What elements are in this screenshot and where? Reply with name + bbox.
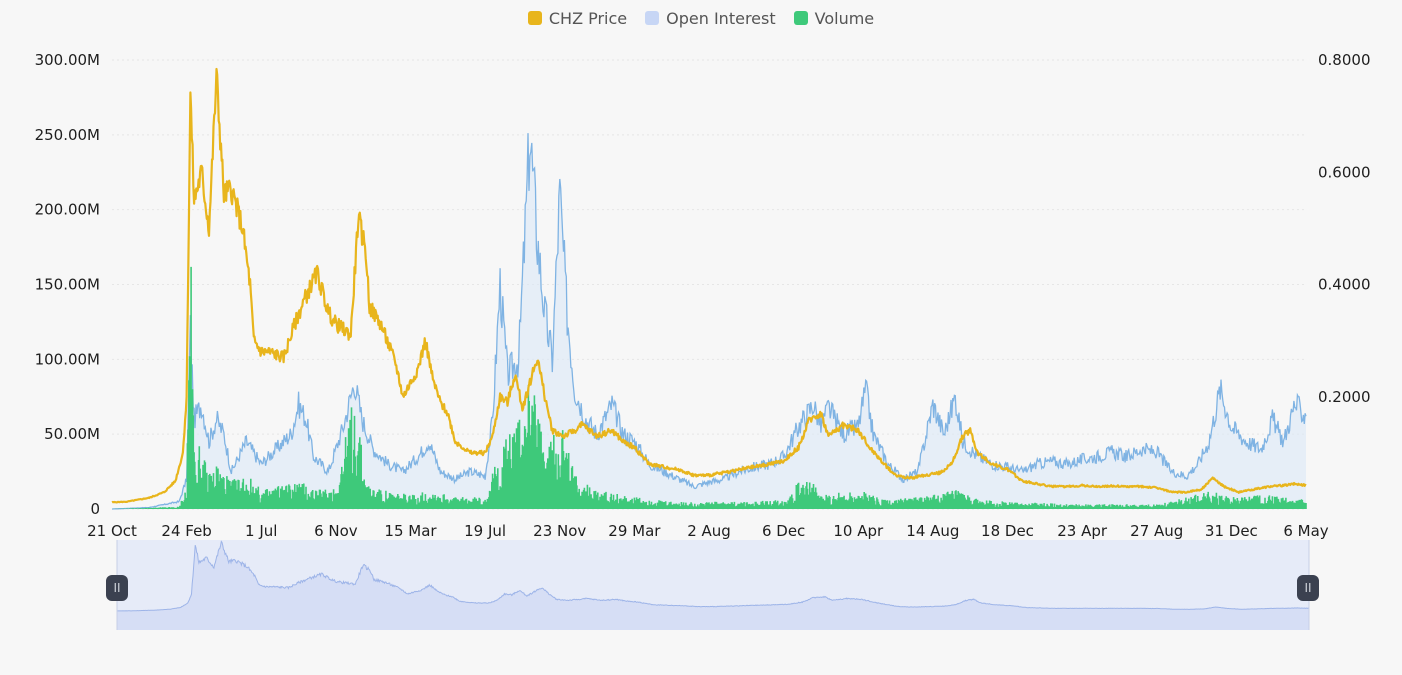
navigator-line — [117, 540, 1310, 612]
x-tick-label: 31 Dec — [1205, 522, 1258, 540]
open-interest-area — [112, 133, 1306, 509]
legend-swatch-volume — [793, 11, 808, 25]
y-right-tick-label: 0.8000 — [1318, 51, 1371, 69]
y-left-tick-label: 50.00M — [44, 425, 100, 443]
y-left-tick-label: 100.00M — [35, 350, 100, 368]
chart-legend: CHZ Price Open Interest Volume — [0, 6, 1402, 30]
x-tick-label: 19 Jul — [464, 522, 506, 540]
legend-swatch-chz-price — [527, 11, 542, 25]
open-interest-line — [112, 133, 1307, 510]
x-tick-label: 27 Aug — [1130, 522, 1183, 540]
navigator-left-handle[interactable]: II — [106, 575, 128, 601]
x-tick-label: 15 Mar — [384, 522, 437, 540]
y-right-tick-label: 0.4000 — [1318, 276, 1371, 294]
x-tick-label: 1 Jul — [245, 522, 277, 540]
y-left-tick-label: 200.00M — [35, 201, 100, 219]
legend-item-open-interest[interactable]: Open Interest — [645, 8, 776, 28]
navigator-area — [117, 541, 1309, 630]
chz-price-line — [111, 67, 1307, 504]
x-tick-label: 18 Dec — [981, 522, 1034, 540]
volume-bars — [112, 266, 1307, 509]
pause-icon: II — [113, 581, 121, 595]
x-tick-label: 23 Apr — [1057, 522, 1108, 540]
y-left-tick-label: 0 — [90, 500, 100, 518]
x-tick-label: 2 Aug — [687, 522, 731, 540]
legend-label-open-interest: Open Interest — [666, 8, 776, 28]
y-left-tick-label: 250.00M — [35, 126, 100, 144]
y-left-tick-label: 300.00M — [35, 51, 100, 69]
x-tick-label: 14 Aug — [906, 522, 959, 540]
legend-label-chz-price: CHZ Price — [548, 8, 628, 28]
legend-label-volume: Volume — [814, 8, 875, 28]
legend-item-chz-price[interactable]: CHZ Price — [527, 8, 628, 28]
x-tick-label: 23 Nov — [533, 522, 586, 540]
x-tick-label: 10 Apr — [833, 522, 884, 540]
pause-icon: II — [1304, 581, 1312, 595]
navigator-right-handle[interactable]: II — [1297, 575, 1319, 601]
x-tick-label: 6 Dec — [762, 522, 805, 540]
x-tick-label: 6 May — [1283, 522, 1328, 540]
y-right-tick-label: 0.2000 — [1318, 388, 1371, 406]
legend-swatch-open-interest — [645, 11, 660, 25]
y-left-tick-label: 150.00M — [35, 276, 100, 294]
y-right-tick-label: 0.6000 — [1318, 163, 1371, 181]
x-tick-label: 29 Mar — [608, 522, 661, 540]
x-tick-label: 21 Oct — [87, 522, 137, 540]
x-tick-label: 24 Feb — [161, 522, 211, 540]
x-tick-label: 6 Nov — [314, 522, 358, 540]
legend-item-volume[interactable]: Volume — [793, 8, 875, 28]
